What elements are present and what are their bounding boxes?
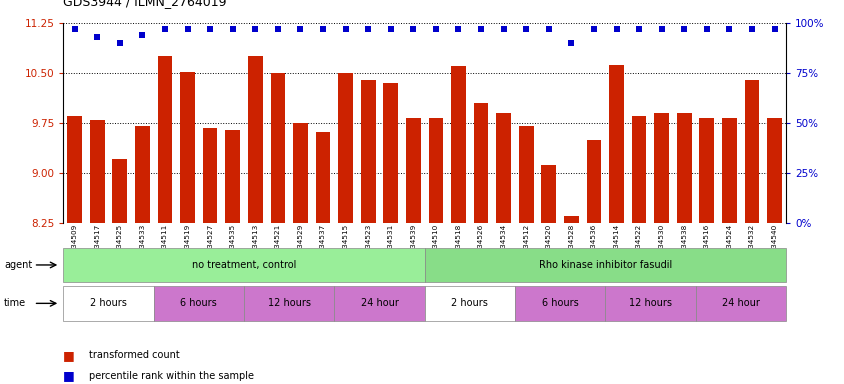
Point: [113, 40, 127, 46]
Point: [496, 26, 510, 32]
Bar: [316, 132, 330, 223]
Bar: [63, 286, 154, 321]
Text: 24 hour: 24 hour: [721, 298, 759, 308]
Text: 6 hours: 6 hours: [181, 298, 217, 308]
Point: [383, 26, 397, 32]
Bar: [338, 73, 353, 223]
Bar: [405, 118, 420, 223]
Point: [609, 26, 623, 32]
Bar: [424, 248, 785, 282]
Bar: [631, 116, 646, 223]
Text: 12 hours: 12 hours: [628, 298, 671, 308]
Bar: [135, 126, 149, 223]
Text: no treatment, control: no treatment, control: [192, 260, 296, 270]
Bar: [360, 79, 375, 223]
Point: [361, 26, 375, 32]
Bar: [63, 248, 424, 282]
Point: [158, 26, 171, 32]
Bar: [334, 286, 424, 321]
Point: [429, 26, 442, 32]
Bar: [244, 286, 334, 321]
Bar: [653, 113, 668, 223]
Point: [744, 26, 758, 32]
Text: 6 hours: 6 hours: [541, 298, 578, 308]
Point: [181, 26, 194, 32]
Bar: [695, 286, 785, 321]
Point: [406, 26, 419, 32]
Text: transformed count: transformed count: [89, 350, 179, 360]
Bar: [699, 118, 713, 223]
Bar: [563, 216, 578, 223]
Bar: [495, 113, 511, 223]
Bar: [89, 119, 105, 223]
Bar: [180, 72, 195, 223]
Bar: [383, 83, 398, 223]
Point: [699, 26, 712, 32]
Text: Rho kinase inhibitor fasudil: Rho kinase inhibitor fasudil: [538, 260, 671, 270]
Bar: [154, 286, 244, 321]
Point: [519, 26, 533, 32]
Text: GDS3944 / ILMN_2764019: GDS3944 / ILMN_2764019: [63, 0, 226, 8]
Bar: [676, 113, 690, 223]
Point: [90, 34, 104, 40]
Text: ■: ■: [63, 369, 75, 382]
Point: [271, 26, 284, 32]
Bar: [451, 66, 465, 223]
Point: [68, 26, 81, 32]
Text: agent: agent: [4, 260, 32, 270]
Point: [294, 26, 307, 32]
Text: time: time: [4, 298, 26, 308]
Point: [631, 26, 645, 32]
Bar: [604, 286, 695, 321]
Bar: [428, 118, 443, 223]
Bar: [766, 118, 781, 223]
Text: 2 hours: 2 hours: [451, 298, 488, 308]
Point: [541, 26, 555, 32]
Point: [677, 26, 690, 32]
Bar: [247, 56, 262, 223]
Point: [473, 26, 487, 32]
Text: ■: ■: [63, 349, 75, 362]
Text: 2 hours: 2 hours: [90, 298, 127, 308]
Bar: [473, 103, 488, 223]
Point: [767, 26, 781, 32]
Bar: [293, 123, 307, 223]
Bar: [722, 118, 736, 223]
Bar: [158, 56, 172, 223]
Bar: [270, 73, 285, 223]
Bar: [68, 116, 82, 223]
Point: [248, 26, 262, 32]
Point: [722, 26, 735, 32]
Bar: [112, 159, 127, 223]
Text: percentile rank within the sample: percentile rank within the sample: [89, 371, 253, 381]
Point: [316, 26, 329, 32]
Point: [203, 26, 217, 32]
Point: [587, 26, 600, 32]
Bar: [744, 79, 759, 223]
Bar: [203, 127, 217, 223]
Point: [564, 40, 577, 46]
Bar: [514, 286, 604, 321]
Bar: [609, 65, 623, 223]
Point: [338, 26, 352, 32]
Point: [654, 26, 668, 32]
Bar: [518, 126, 533, 223]
Bar: [541, 165, 555, 223]
Bar: [586, 139, 601, 223]
Point: [136, 32, 149, 38]
Point: [452, 26, 465, 32]
Text: 24 hour: 24 hour: [360, 298, 398, 308]
Bar: [225, 129, 240, 223]
Bar: [424, 286, 514, 321]
Point: [225, 26, 239, 32]
Text: 12 hours: 12 hours: [268, 298, 311, 308]
